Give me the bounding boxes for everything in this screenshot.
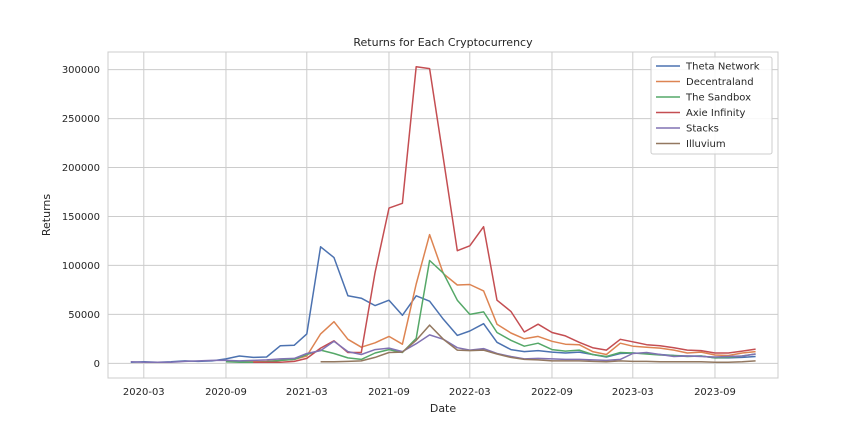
legend-label-illuvium: Illuvium <box>686 139 726 150</box>
series-lines <box>130 65 756 364</box>
y-tick-label: 50000 <box>68 310 100 321</box>
y-tick-label: 150000 <box>62 212 100 223</box>
x-tick-label: 2020-03 <box>123 387 165 398</box>
x-tick-label: 2021-03 <box>286 387 328 398</box>
y-tick-label: 100000 <box>62 261 100 272</box>
x-tick-label: 2022-03 <box>449 387 491 398</box>
legend-frame <box>650 56 773 155</box>
x-axis-ticks: 2020-03 2020-09 2021-03 2021-09 2022-03 2022-… <box>123 387 736 398</box>
y-tick-label: 250000 <box>62 114 100 125</box>
x-tick-label: 2022-09 <box>531 387 573 398</box>
y-tick-label: 200000 <box>62 163 100 174</box>
x-tick-label: 2020-09 <box>205 387 247 398</box>
x-tick-label: 2021-09 <box>368 387 410 398</box>
series-line-decentraland <box>226 233 756 363</box>
x-tick-label: 2023-09 <box>694 387 736 398</box>
x-tick-label: 2023-03 <box>612 387 654 398</box>
y-axis-ticks: 0 50000 100000 150000 200000 250000 300000 <box>62 65 100 370</box>
y-axis-title: Returns <box>40 194 53 237</box>
series-line-illuvium <box>320 324 756 364</box>
legend-label-decentraland: Decentraland <box>686 77 754 88</box>
legend: Theta Network Decentraland The Sandbox Axie… <box>650 56 773 155</box>
legend-label-the-sandbox: The Sandbox <box>685 93 751 104</box>
legend-label-axie-infinity: Axie Infinity <box>686 108 745 119</box>
x-gridlines <box>143 52 716 378</box>
y-tick-label: 300000 <box>62 65 100 76</box>
x-axis-title: Date <box>430 402 457 415</box>
chart-title: Returns for Each Cryptocurrency <box>353 36 533 49</box>
legend-label-theta-network: Theta Network <box>685 62 760 73</box>
y-tick-label: 0 <box>94 359 100 370</box>
legend-label-stacks: Stacks <box>686 124 719 135</box>
